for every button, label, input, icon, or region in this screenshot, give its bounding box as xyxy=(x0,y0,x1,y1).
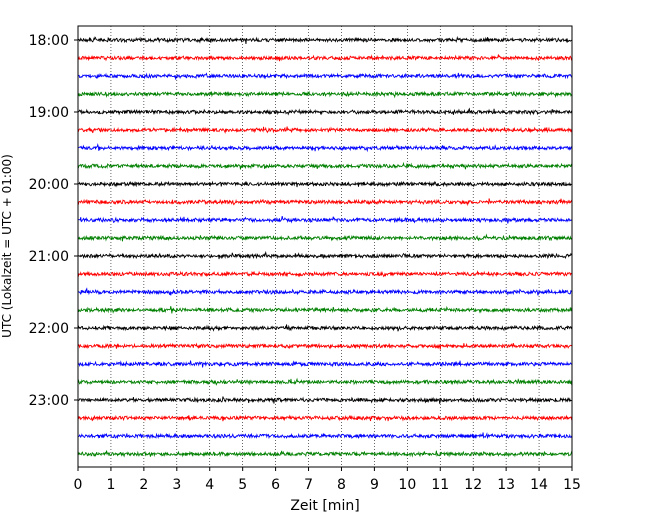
trace-line-2230 xyxy=(77,360,573,368)
x-tick-label: 12 xyxy=(464,477,482,493)
trace-line-2315 xyxy=(77,414,573,422)
trace-line-2130 xyxy=(77,287,573,296)
x-tick-label: 3 xyxy=(172,477,181,493)
x-tick-label: 6 xyxy=(271,477,280,493)
trace-line-1945 xyxy=(77,161,573,170)
trace-line-1915 xyxy=(77,126,573,134)
y-tick-label: 23:00 xyxy=(29,393,69,409)
x-axis: 0 1 2 3 4 5 6 7 8 9 10 11 12 13 14 15 xyxy=(74,467,581,493)
trace-line-2045 xyxy=(77,233,573,242)
trace-line-2000 xyxy=(77,180,573,188)
trace-line-2215 xyxy=(77,342,573,350)
trace-line-2015 xyxy=(77,198,573,207)
trace-line-2345 xyxy=(77,450,573,458)
trace-line-1815 xyxy=(77,54,573,62)
y-tick-label: 18:00 xyxy=(29,33,69,49)
trace-line-2100 xyxy=(77,250,573,260)
y-axis-title: UTC (Lokalzeit = UTC + 01:00) xyxy=(0,154,14,338)
trace-line-1845 xyxy=(77,90,573,99)
x-tick-label: 14 xyxy=(530,477,548,493)
x-tick-label: 11 xyxy=(431,477,449,493)
x-tick-label: 4 xyxy=(205,477,214,493)
x-tick-label: 9 xyxy=(370,477,379,493)
trace-line-2300 xyxy=(77,396,573,404)
trace-line-2200 xyxy=(77,324,573,332)
plot-frame xyxy=(77,25,573,468)
trace-line-2030 xyxy=(77,215,573,224)
y-axis: 18:00 19:00 20:00 21:00 22:00 23:00 xyxy=(29,33,78,409)
trace-line-2330 xyxy=(77,432,573,440)
trace-line-2245 xyxy=(77,377,573,386)
trace-line-2145 xyxy=(77,305,573,314)
x-tick-label: 2 xyxy=(139,477,148,493)
x-axis-title: Zeit [min] xyxy=(290,498,359,514)
y-tick-label: 19:00 xyxy=(29,105,69,121)
y-tick-label: 21:00 xyxy=(29,249,69,265)
x-tick-label: 8 xyxy=(337,477,346,493)
x-tick-label: 10 xyxy=(398,477,416,493)
trace-line-1930 xyxy=(77,142,573,153)
x-tick-label: 5 xyxy=(238,477,247,493)
x-tick-label: 1 xyxy=(106,477,115,493)
y-tick-label: 22:00 xyxy=(29,321,69,337)
trace-line-2115 xyxy=(77,270,573,278)
trace-line-1900 xyxy=(77,107,573,116)
x-tick-label: 15 xyxy=(563,477,581,493)
y-tick-label: 20:00 xyxy=(29,177,69,193)
x-tick-label: 7 xyxy=(304,477,313,493)
trace-line-1800 xyxy=(77,35,573,44)
trace-lines xyxy=(77,35,573,458)
trace-line-1830 xyxy=(77,72,573,80)
x-tick-label: 13 xyxy=(497,477,515,493)
x-tick-label: 0 xyxy=(74,477,83,493)
